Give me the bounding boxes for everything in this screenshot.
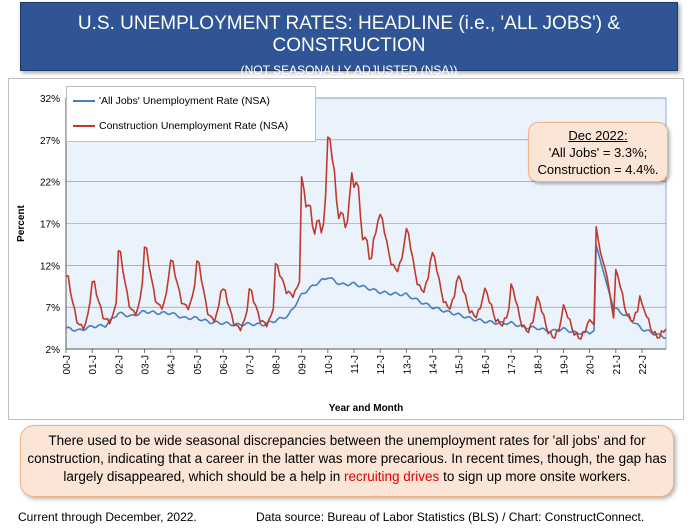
page-subtitle: (NOT SEASONALLY ADJUSTED (NSA)) (240, 63, 458, 77)
x-tick-label: 13-J (402, 355, 413, 374)
x-axis-title: Year and Month (329, 403, 403, 414)
footer-source: Data source: Bureau of Labor Statistics … (256, 510, 645, 524)
callout-all-jobs: 'All Jobs' = 3.3%; (548, 145, 648, 160)
x-tick-label: 10-J (324, 355, 335, 374)
legend-label-all-jobs: 'All Jobs' Unemployment Rate (NSA) (99, 95, 270, 107)
x-tick-label: 11-J (350, 355, 361, 374)
dec-2022-callout: Dec 2022: 'All Jobs' = 3.3%; Constructio… (528, 122, 668, 182)
series-line-construction (65, 136, 667, 340)
callout-construction: Construction = 4.4%. (537, 162, 659, 177)
y-tick-label: 7% (46, 303, 61, 314)
commentary-text-1: There used to be wide seasonal discrepan… (27, 433, 667, 484)
x-tick-label: 19-J (559, 355, 570, 374)
x-tick-label: 18-J (533, 355, 544, 374)
commentary-text-2: to sign up more onsite workers. (439, 469, 631, 484)
x-tick-label: 01-J (88, 355, 99, 374)
x-tick-label: 09-J (298, 355, 309, 374)
x-tick-label: 12-J (376, 355, 387, 374)
x-tick-label: 04-J (167, 355, 178, 374)
series-line-all-jobs (65, 244, 666, 339)
x-tick-label: 15-J (455, 355, 466, 374)
x-tick-label: 14-J (429, 355, 440, 374)
y-tick-label: 2% (46, 345, 61, 356)
x-tick-label: 07-J (245, 355, 256, 374)
footer-current-through: Current through December, 2022. (18, 510, 197, 524)
legend-item-all-jobs: 'All Jobs' Unemployment Rate (NSA) (73, 94, 270, 108)
x-tick-label: 05-J (193, 355, 204, 374)
commentary-highlight: recruiting drives (344, 469, 440, 484)
x-tick-label: 22-J (638, 355, 649, 374)
y-tick-label: 32% (40, 94, 60, 105)
x-tick-label: 00-J (62, 355, 73, 374)
legend-item-construction: Construction Unemployment Rate (NSA) (73, 119, 288, 133)
y-tick-label: 17% (40, 220, 60, 231)
legend-swatch-all-jobs (73, 100, 95, 102)
y-tick-label: 12% (40, 261, 60, 272)
chart-header: U.S. UNEMPLOYMENT RATES: HEADLINE (i.e.,… (20, 2, 678, 77)
callout-date: Dec 2022: (568, 128, 628, 143)
x-tick-label: 02-J (114, 355, 125, 374)
y-axis-title: Percent (16, 204, 27, 241)
x-tick-label: 03-J (141, 355, 152, 374)
x-tick-label: 20-J (586, 355, 597, 374)
commentary-box: There used to be wide seasonal discrepan… (20, 425, 674, 497)
x-tick-label: 08-J (271, 355, 282, 374)
y-tick-label: 22% (40, 178, 60, 189)
x-tick-label: 06-J (219, 355, 230, 374)
x-tick-label: 17-J (507, 355, 518, 374)
legend-label-construction: Construction Unemployment Rate (NSA) (99, 120, 289, 132)
legend-swatch-construction (73, 125, 95, 127)
chart-legend: 'All Jobs' Unemployment Rate (NSA) Const… (66, 86, 316, 142)
page-title: U.S. UNEMPLOYMENT RATES: HEADLINE (i.e.,… (77, 13, 621, 56)
x-tick-label: 21-J (612, 355, 623, 374)
x-tick-label: 16-J (481, 355, 492, 374)
y-tick-label: 27% (40, 136, 60, 147)
